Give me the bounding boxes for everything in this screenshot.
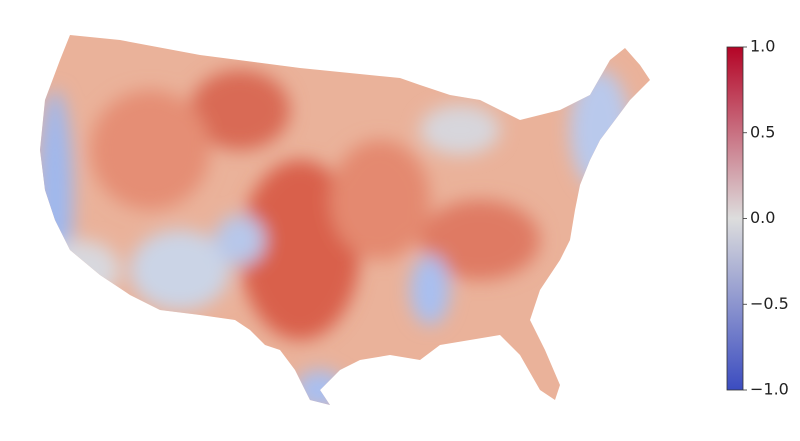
tick-label: −0.5 (750, 294, 789, 313)
tick-label: 0.0 (750, 208, 775, 227)
tick-label: 0.5 (750, 122, 775, 141)
colorbar (726, 46, 744, 391)
tick-label: 1.0 (750, 37, 775, 56)
tick-label: −1.0 (750, 380, 789, 399)
map (40, 35, 650, 405)
